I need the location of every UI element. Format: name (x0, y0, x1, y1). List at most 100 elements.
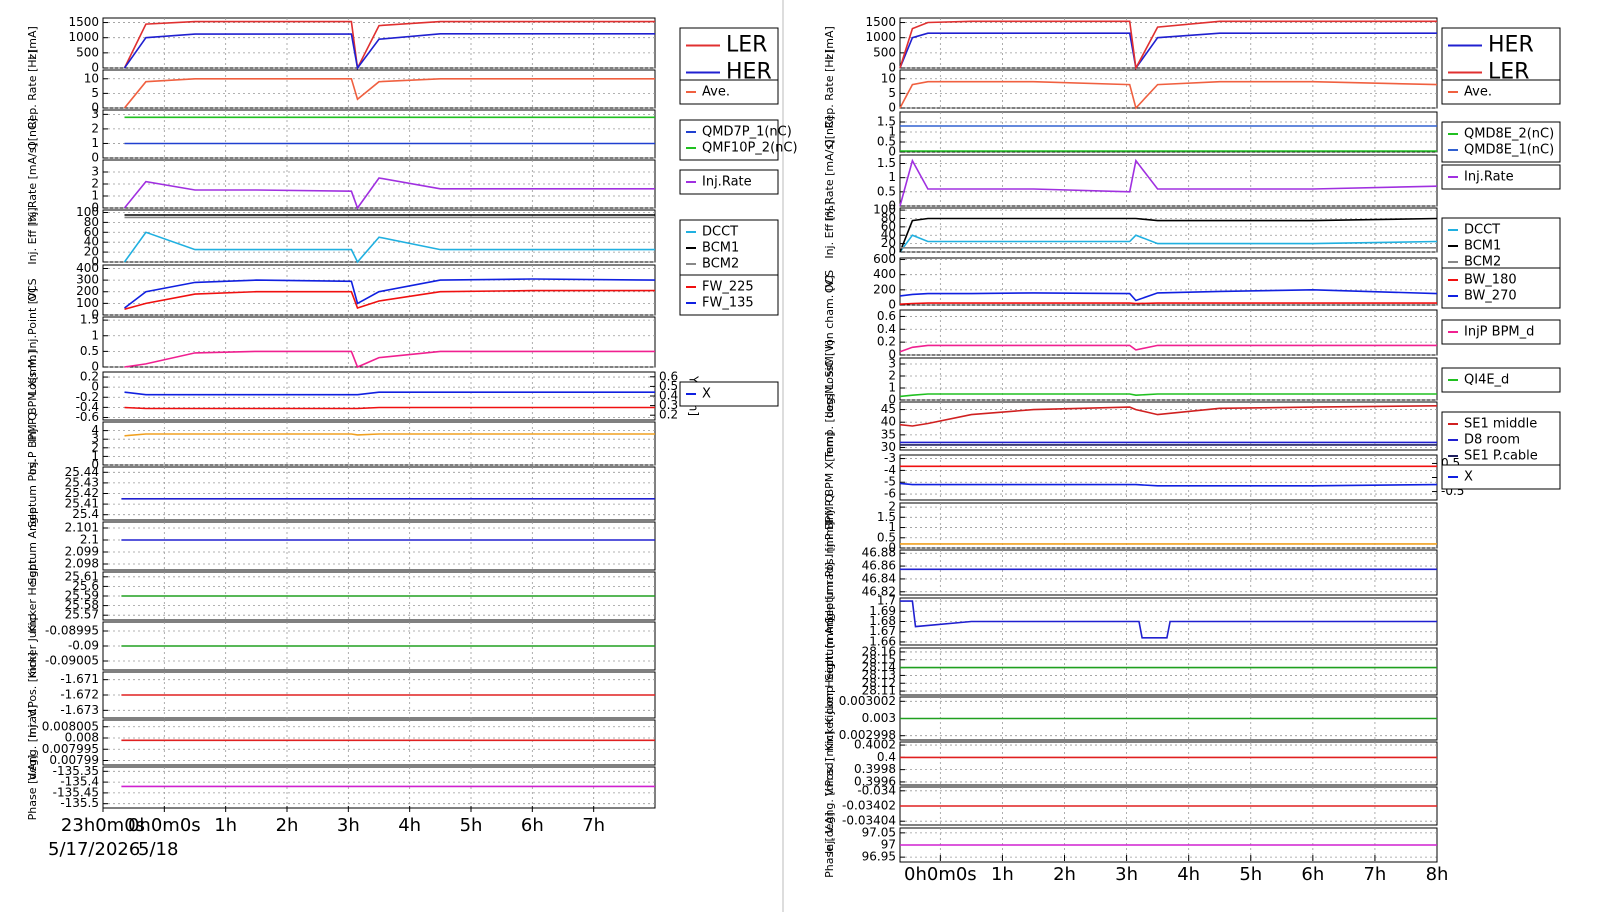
y-tick-label: 2 (91, 121, 99, 135)
y-tick-label: 20 (84, 245, 99, 259)
y-tick-label: -0.4 (76, 400, 99, 414)
y-axis-label: Inj. V.Ang. [mrad] (823, 758, 836, 854)
y-tick-label: -135.4 (60, 775, 99, 789)
series-line (899, 20, 1437, 71)
y-tick-label: 10 (881, 71, 896, 85)
legend-label: BCM2 (702, 257, 739, 272)
legend-label: DCCT (1464, 223, 1500, 238)
y-tick-label: 1 (91, 136, 99, 150)
series-line (899, 32, 1437, 71)
y-axis-label: Kicker Jump (823, 686, 836, 751)
y-tick-label: 500 (76, 45, 99, 59)
legend-label: QMD8E_1(nC) (1464, 143, 1554, 158)
y-tick-label: 46.86 (862, 559, 896, 573)
x-tick-label: 5h (1239, 864, 1262, 885)
y-tick-label: 3 (888, 357, 896, 371)
series-line (124, 406, 655, 410)
y-axis-label: Inj.P BPM Q (823, 494, 836, 557)
panel-frame (899, 401, 1438, 451)
y-tick-label: 0 (91, 151, 99, 165)
y-tick-label: 2 (888, 369, 896, 383)
y2-tick-label: 0.5 (659, 379, 678, 393)
legend-label: BCM1 (702, 241, 739, 256)
y-axis-label: I [mA] (26, 26, 39, 60)
y-tick-label: -1.673 (60, 703, 99, 717)
y-tick-label: -4 (884, 463, 896, 477)
y-tick-label: 1.5 (80, 313, 99, 327)
y-tick-label: 0 (91, 308, 99, 322)
y-axis-label: Temp. [deg] (823, 393, 836, 460)
y-tick-label: 0.6 (877, 309, 896, 323)
y-tick-label: 25.41 (65, 497, 99, 511)
y-tick-label: 46.84 (862, 571, 896, 585)
x-tick-label: 6h (1301, 864, 1324, 885)
y-tick-label: -0.09005 (45, 654, 99, 668)
panel-frame (899, 741, 1438, 786)
y-tick-label: 100 (873, 203, 896, 217)
panel-frame (899, 207, 1438, 253)
y-tick-label: 0.5 (877, 135, 896, 149)
series-line (899, 405, 1438, 427)
legend-label: BW_180 (1464, 273, 1517, 288)
y-tick-label: 0.003 (862, 711, 896, 725)
y-tick-label: 28.15 (862, 652, 896, 666)
legend-box (1441, 121, 1561, 163)
y-axis-label: Q[nC] (823, 116, 836, 148)
series-line (899, 302, 1437, 305)
legend: Ave. (1441, 79, 1561, 105)
legend-label: D8 room (1464, 433, 1520, 448)
y2-tick-label: 0.6 (659, 369, 678, 383)
y-tick-label: 40 (881, 415, 896, 429)
y-axis-label: Inj.P BPM X[mm] (823, 432, 836, 524)
y-tick-label: 400 (873, 267, 896, 281)
legend-label: QI4E_d (1464, 373, 1509, 388)
y-tick-label: 0.4 (877, 322, 896, 336)
y-axis-label: V.Ang. [mrad] (26, 705, 39, 781)
y-tick-label: 25.59 (65, 589, 99, 603)
y-axis-label: Septum Pos. (26, 459, 39, 527)
y-tick-label: 1.69 (869, 604, 896, 618)
y-tick-label: 80 (881, 211, 896, 225)
y-tick-label: 30 (881, 440, 896, 454)
panel-frame (899, 154, 1438, 207)
legend-box (1441, 164, 1561, 190)
panel-frame (899, 502, 1438, 549)
y-axis-label: Inj. Eff [%] (823, 201, 836, 258)
y-tick-label: 25.42 (65, 486, 99, 500)
panel-frame (899, 647, 1438, 696)
y-tick-label: 10 (84, 71, 99, 85)
legend-box (1441, 267, 1561, 309)
y-tick-label: 28.14 (862, 660, 896, 674)
x-tick-label: 23h0m0s (61, 815, 145, 836)
y-tick-label: 2.098 (65, 557, 99, 571)
y-tick-label: 0 (91, 201, 99, 215)
y-tick-label: -135.35 (53, 764, 99, 778)
y-tick-label: 0 (91, 101, 99, 115)
legend-box (1441, 217, 1561, 275)
y-tick-label: 100 (76, 296, 99, 310)
panel-frame (899, 257, 1438, 306)
y-tick-label: 0.4002 (854, 738, 896, 752)
x-tick-label: 7h (1363, 864, 1386, 885)
y-tick-label: 2 (91, 177, 99, 191)
x-tick-label: 7h (582, 815, 605, 836)
legend: Inj.Rate (679, 169, 779, 195)
y-tick-label: 0.002998 (839, 728, 896, 742)
legend-label: QMF10P_2(nC) (702, 141, 798, 156)
y-tick-label: 0.003002 (839, 694, 896, 708)
y-tick-label: 0.5 (877, 530, 896, 544)
legend-box (679, 169, 779, 195)
y-tick-label: 0 (91, 458, 99, 472)
series-line (123, 177, 655, 210)
y-axis-label: LossM. SiC [V] (823, 340, 836, 418)
x-tick-label: 2h (1053, 864, 1076, 885)
y-tick-label: -0.03402 (842, 799, 896, 813)
y-tick-label: 1.7 (877, 594, 896, 608)
legend-box (679, 381, 779, 407)
legend-box (1441, 319, 1561, 345)
legend-label: X (702, 387, 711, 402)
panel-frame (102, 521, 656, 571)
